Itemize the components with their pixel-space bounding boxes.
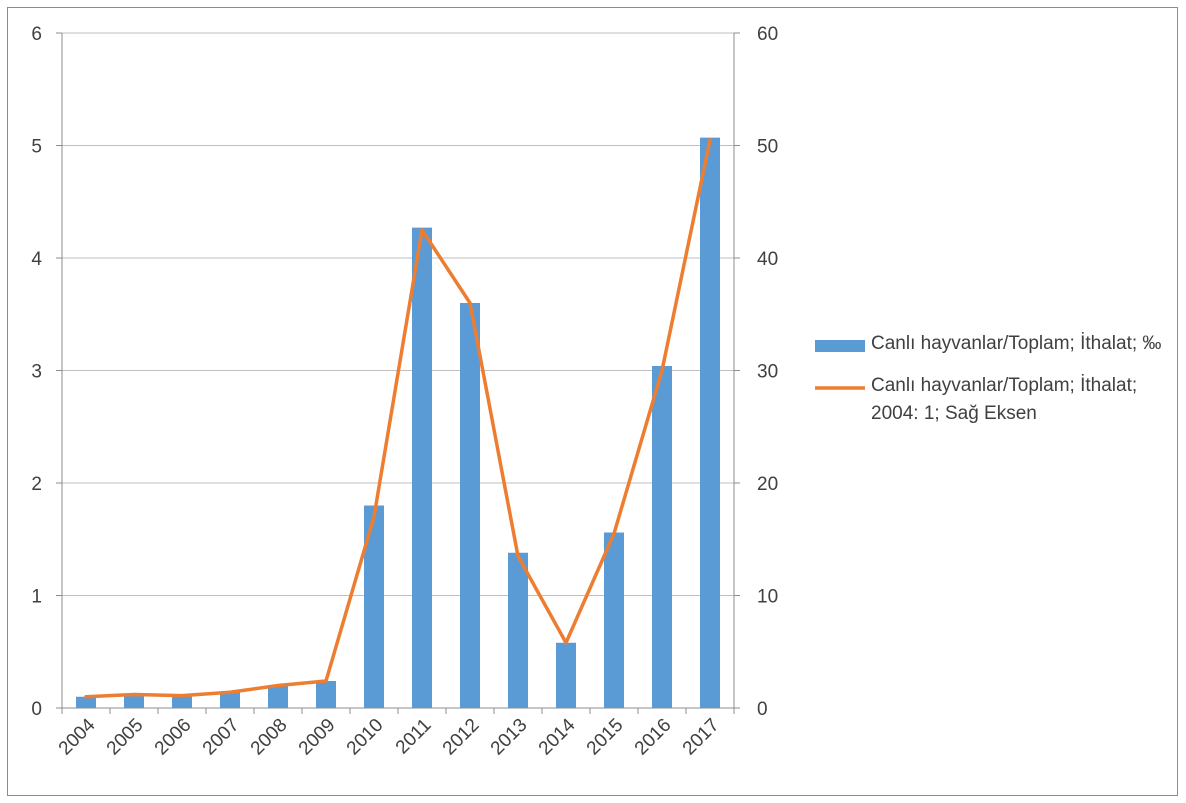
x-tick-label: 2014 bbox=[535, 714, 580, 759]
left-tick-label: 5 bbox=[31, 137, 42, 158]
left-tick-label: 3 bbox=[31, 362, 42, 383]
x-tick-label: 2007 bbox=[199, 715, 244, 760]
legend-label-line: Canlı hayvanlar/Toplam; İthalat; 2004: 1… bbox=[871, 375, 1138, 424]
bar bbox=[556, 642, 576, 708]
x-tick-label: 2013 bbox=[487, 715, 532, 760]
x-tick-label: 2009 bbox=[295, 715, 340, 760]
bar bbox=[412, 227, 432, 708]
legend-item-line: Canlı hayvanlar/Toplam; İthalat; 2004: 1… bbox=[815, 372, 1175, 428]
bar bbox=[652, 366, 672, 708]
x-tick-label: 2011 bbox=[392, 715, 436, 759]
right-tick-label: 30 bbox=[757, 362, 778, 383]
x-tick-label: 2005 bbox=[103, 715, 148, 760]
left-tick-label: 2 bbox=[31, 474, 42, 495]
legend-label-bar: Canlı hayvanlar/Toplam; İthalat; ‰ bbox=[871, 333, 1162, 354]
gridlines bbox=[62, 32, 734, 596]
bar bbox=[700, 137, 720, 708]
right-tick-label: 50 bbox=[757, 137, 778, 158]
right-tick-label: 20 bbox=[757, 474, 778, 495]
series-line bbox=[84, 138, 712, 699]
left-tick-label: 6 bbox=[31, 24, 42, 45]
bar bbox=[76, 696, 96, 708]
right-tick-label: 60 bbox=[757, 24, 778, 45]
x-tick-label: 2015 bbox=[583, 715, 628, 760]
left-tick-label: 0 bbox=[31, 699, 42, 720]
bar bbox=[124, 694, 144, 708]
bar-series bbox=[76, 137, 720, 708]
right-tick-label: 10 bbox=[757, 587, 778, 608]
x-tick-label: 2004 bbox=[55, 714, 100, 759]
bar bbox=[316, 681, 336, 708]
legend-bar-swatch bbox=[815, 340, 865, 352]
bar bbox=[364, 505, 384, 708]
bar bbox=[508, 552, 528, 708]
x-tick-label: 2008 bbox=[247, 715, 292, 760]
right-tick-label: 40 bbox=[757, 249, 778, 270]
legend-line-swatch bbox=[815, 386, 865, 390]
x-tick-label: 2017 bbox=[679, 715, 724, 760]
legend-item-bar: Canlı hayvanlar/Toplam; İthalat; ‰ bbox=[815, 330, 1175, 358]
bar bbox=[268, 685, 288, 708]
line-series bbox=[84, 138, 712, 699]
left-tick-label: 4 bbox=[31, 249, 42, 270]
bar bbox=[604, 532, 624, 708]
right-tick-label: 0 bbox=[757, 699, 768, 720]
x-tick-label: 2006 bbox=[151, 715, 196, 760]
bar bbox=[172, 695, 192, 708]
legend: Canlı hayvanlar/Toplam; İthalat; ‰ Canlı… bbox=[815, 330, 1175, 442]
chart-area bbox=[7, 7, 1178, 796]
left-tick-label: 1 bbox=[31, 587, 42, 608]
x-tick-label: 2010 bbox=[343, 715, 388, 760]
bar bbox=[460, 303, 480, 708]
x-tick-label: 2012 bbox=[439, 715, 484, 760]
bar bbox=[220, 692, 240, 708]
x-tick-label: 2016 bbox=[631, 715, 676, 760]
